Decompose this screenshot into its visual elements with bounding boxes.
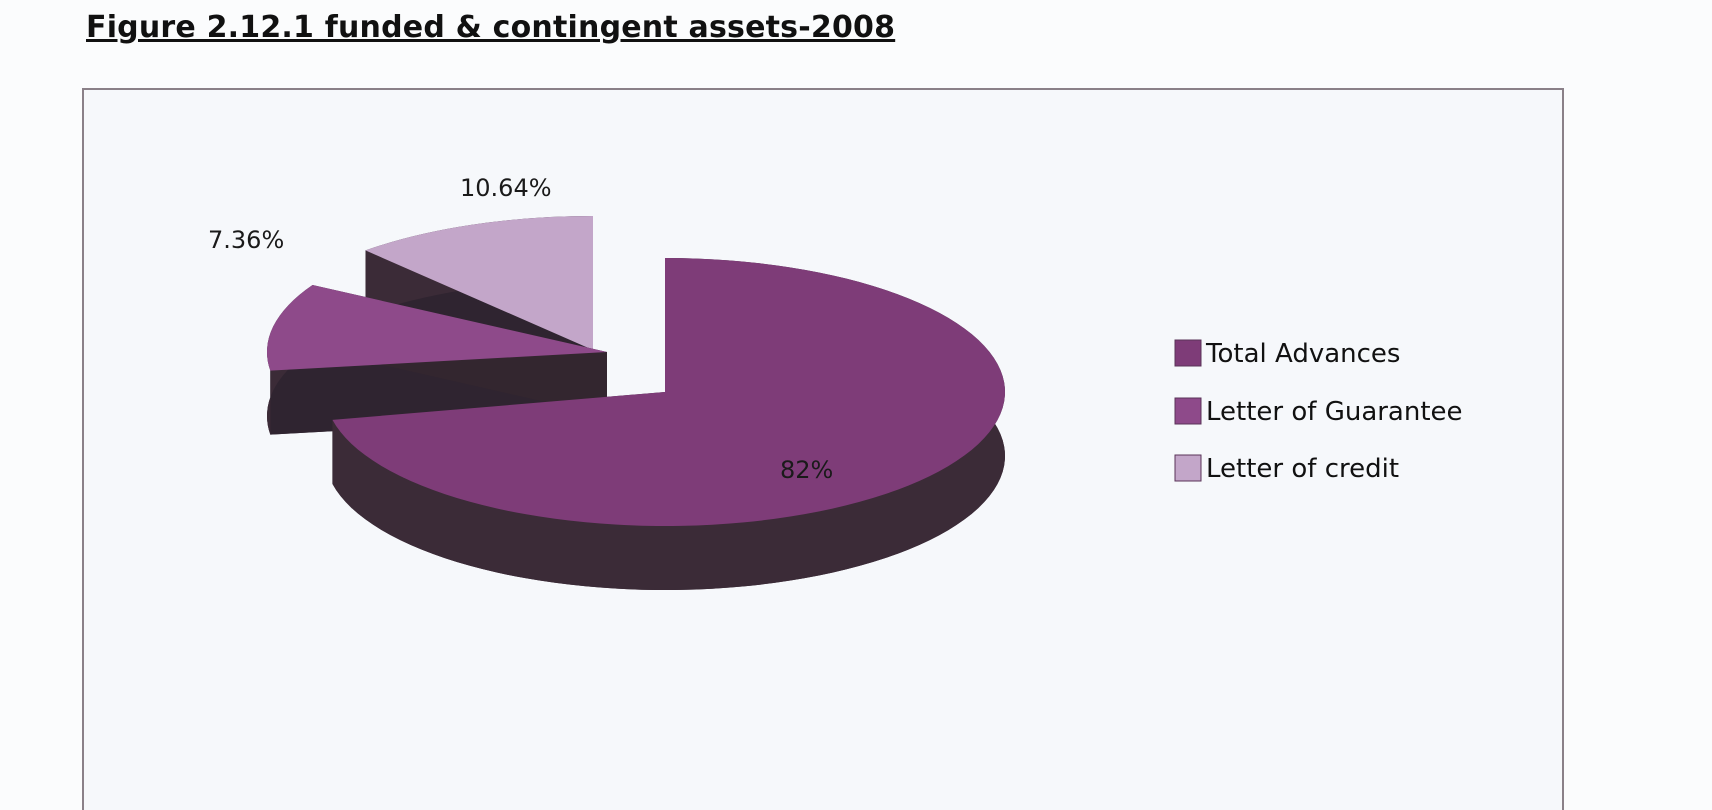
legend-label-letter-of-credit: Letter of credit [1206,454,1399,484]
chart-title: Figure 2.12.1 funded & contingent assets… [86,10,896,45]
data-label-total-advances: 82% [780,456,833,484]
legend-swatch-total-advances [1174,339,1202,367]
pie-slice-total-advances [332,258,1005,590]
slice-top [332,258,1005,526]
legend-swatch-letter-of-guarantee [1174,397,1202,425]
legend: Total Advances Letter of Guarantee Lette… [1174,339,1463,484]
data-label-letter-of-credit: 10.64% [460,174,552,202]
slice-top [365,216,593,350]
slice-top [267,285,607,371]
data-label-letter-of-guarantee: 7.36% [208,226,284,254]
legend-label-letter-of-guarantee: Letter of Guarantee [1206,397,1463,427]
legend-label-total-advances: Total Advances [1205,339,1400,369]
legend-swatch-letter-of-credit [1174,454,1202,482]
